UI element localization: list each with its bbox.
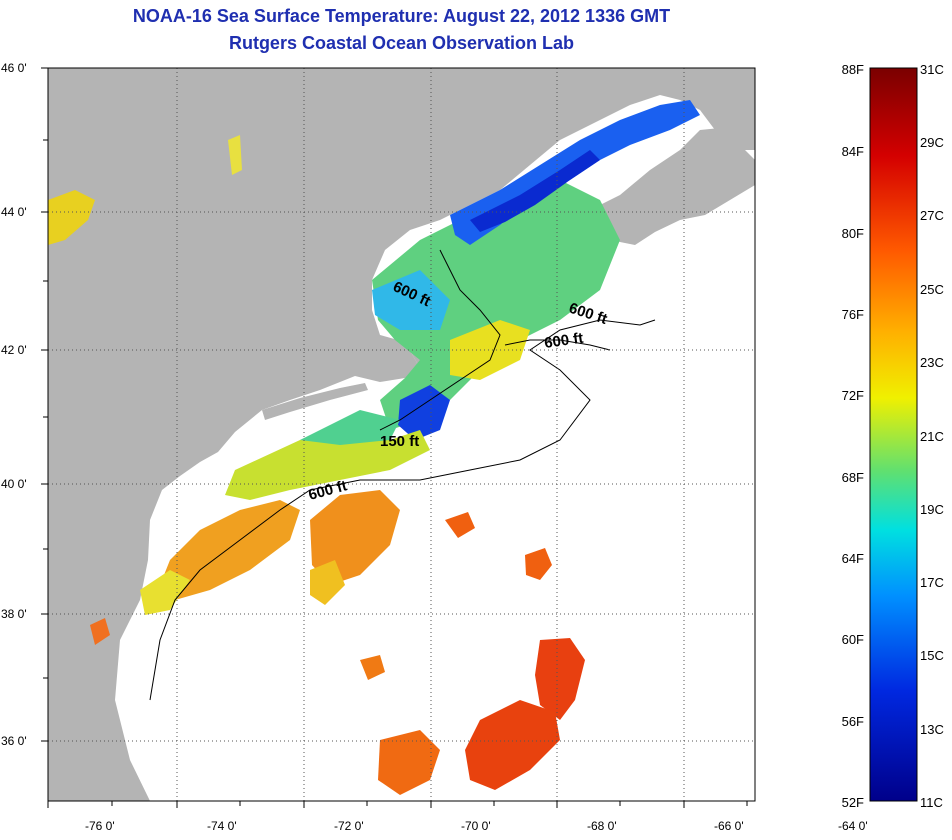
lon-label: -70 0' [461,819,491,833]
lat-label: 40 0' [1,477,27,491]
map-subtitle: Rutgers Coastal Ocean Observation Lab [228,33,575,53]
lon-label: -68 0' [587,819,617,833]
fahrenheit-label: 76F [842,307,864,322]
lat-label: 42 0' [1,343,27,357]
lat-label: 36 0' [1,734,27,748]
colorbar-fahrenheit-labels: 88F 84F 80F 76F 72F 68F 64F 60F 56F 52F [842,62,864,810]
fahrenheit-label: 72F [842,388,864,403]
celsius-label: 21C [920,429,944,444]
fahrenheit-label: 68F [842,470,864,485]
fahrenheit-label: 64F [842,551,864,566]
lon-label: -66 0' [714,819,744,833]
fahrenheit-label: 88F [842,62,864,77]
lon-label: -72 0' [334,819,364,833]
fahrenheit-label: 60F [842,632,864,647]
celsius-label: 27C [920,208,944,223]
lat-label: 38 0' [1,607,27,621]
axis-ticks [41,67,748,808]
map-area [48,68,755,801]
celsius-label: 15C [920,648,944,663]
celsius-label: 25C [920,282,944,297]
fahrenheit-label: 84F [842,144,864,159]
celsius-label: 29C [920,135,944,150]
fahrenheit-label: 52F [842,795,864,810]
celsius-label: 31C [920,62,944,77]
map-frame [47,67,756,802]
land-north-america [48,68,755,801]
celsius-label: 23C [920,355,944,370]
fahrenheit-label: 56F [842,714,864,729]
celsius-label: 19C [920,502,944,517]
latitude-labels: 46 0' 44 0' 42 0' 40 0' 38 0' 36 0' [1,61,27,748]
contour-label: 150 ft [380,433,419,450]
lat-label: 44 0' [1,205,27,219]
celsius-label: 11C [920,795,943,810]
longitude-labels: -76 0' -74 0' -72 0' -70 0' -68 0' -66 0… [85,819,868,833]
colorbar-gradient [869,67,918,802]
lon-label: -76 0' [85,819,115,833]
map-title: NOAA-16 Sea Surface Temperature: August … [132,6,671,26]
lat-label: 46 0' [1,61,27,75]
celsius-label: 17C [920,575,944,590]
colorbar: 88F 84F 80F 76F 72F 68F 64F 60F 56F 52F … [842,62,944,810]
depth-contours [149,249,656,701]
land-nova-scotia [600,128,755,245]
lon-label: -74 0' [207,819,237,833]
contour-label: 600 ft [543,330,584,352]
land-long-island [262,383,368,420]
fahrenheit-label: 80F [842,226,864,241]
colorbar-celsius-labels: 31C 29C 27C 25C 23C 21C 19C 17C 15C 13C … [920,62,944,810]
lon-label: -64 0' [838,819,868,833]
sst-data-layer [48,100,700,795]
celsius-label: 13C [920,722,944,737]
